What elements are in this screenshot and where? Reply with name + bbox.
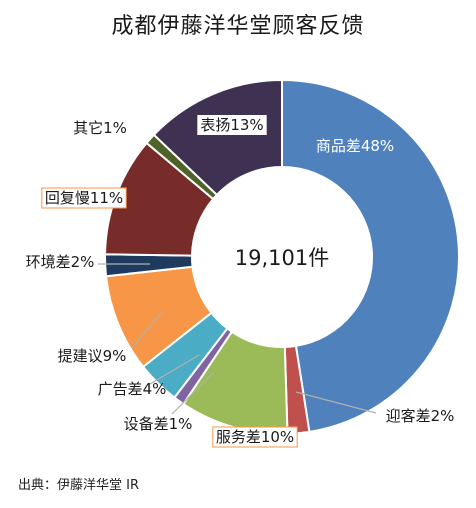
leader-line: [149, 354, 200, 385]
leader-line: [295, 391, 377, 414]
slice-label-box: [312, 136, 398, 156]
leader-line: [171, 371, 215, 415]
donut-slice: [281, 78, 460, 434]
source-note: 出典：伊藤洋华堂 IR: [18, 478, 139, 493]
slice-label-box: [197, 115, 267, 135]
leader-line: [131, 311, 163, 349]
slice-label: 环境差2%: [26, 253, 95, 271]
slice-label: 服务差10%: [216, 428, 294, 446]
slice-label: 广告差4%: [98, 380, 167, 398]
center-label: 19,101件: [235, 246, 329, 270]
chart-title: 成都伊藤洋华堂顾客反馈: [111, 14, 365, 39]
donut-slice: [152, 78, 283, 197]
slice-label: 迎客差2%: [386, 407, 455, 425]
donut-hole: [193, 168, 371, 346]
slice-label: 其它1%: [73, 119, 127, 137]
slice-label: 提建议9%: [58, 347, 127, 365]
slice-label: 设备差1%: [124, 415, 193, 433]
slice-label-box: [212, 426, 298, 448]
slice-label: 商品差48%: [316, 137, 394, 155]
slice-label: 表扬13%: [200, 116, 263, 134]
slice-label: 回复慢11%: [45, 189, 123, 207]
slice-label-box: [41, 187, 127, 209]
